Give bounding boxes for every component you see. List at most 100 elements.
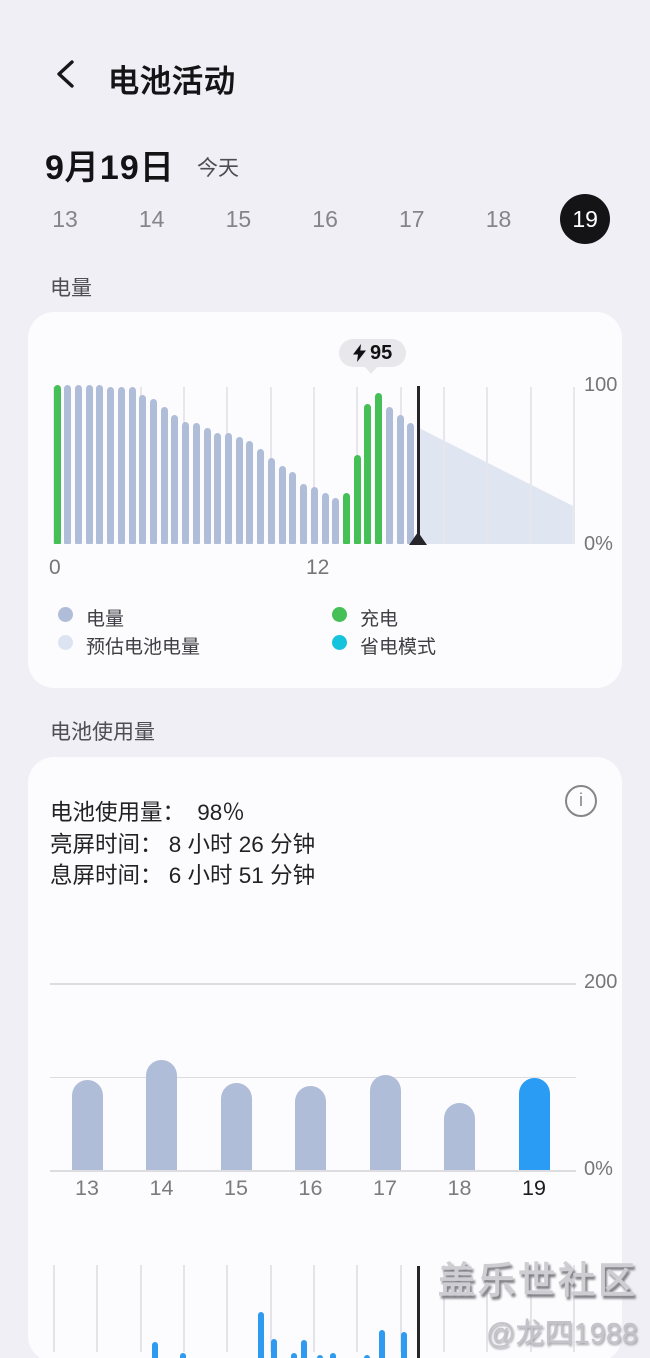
stat-screen-off-label: 息屏时间： <box>50 863 163 888</box>
battery-bar <box>96 385 104 544</box>
battery-bar-charging <box>353 454 361 544</box>
hourly-usage-bar <box>401 1332 408 1358</box>
battery-bar <box>246 440 254 544</box>
chart3-gridline <box>226 1265 229 1352</box>
chart2-gridline-200 <box>50 983 576 985</box>
back-button[interactable] <box>50 56 90 96</box>
hourly-usage-bar <box>151 1342 158 1358</box>
hourly-usage-bar <box>180 1353 187 1358</box>
battery-bar <box>85 385 93 544</box>
chart2-gridline-0 <box>50 1170 576 1172</box>
chart1-gridline <box>572 387 575 544</box>
stat-screen-on-label: 亮屏时间： <box>50 832 163 857</box>
hourly-usage-bar <box>258 1312 265 1358</box>
battery-bar <box>74 385 82 544</box>
hourly-usage-bar <box>316 1355 323 1358</box>
legend-label-power-saving: 省电模式 <box>360 637 437 658</box>
battery-bar <box>149 399 157 544</box>
weekly-usage-bar-16 <box>295 1085 326 1170</box>
day-selector-item-18[interactable]: 18 <box>485 206 512 232</box>
battery-tooltip: 95 <box>339 339 407 367</box>
date-today-badge: 今天 <box>197 157 239 180</box>
chart1-gridline <box>442 387 445 544</box>
battery-bar <box>182 421 190 544</box>
stat-screen-on-value: 8 小时 26 分钟 <box>168 832 316 857</box>
chart3-gridline <box>529 1265 532 1352</box>
tooltip-tail <box>364 366 378 374</box>
battery-bar <box>396 415 404 544</box>
battery-bar <box>257 448 265 544</box>
battery-bar <box>117 386 125 544</box>
chart3-gridline <box>269 1265 272 1352</box>
chart1-xtick-12: 12 <box>306 556 330 579</box>
stat-usage-percent-label: 电池使用量： <box>50 800 186 825</box>
hourly-usage-bar <box>364 1355 371 1358</box>
battery-bar <box>107 386 115 544</box>
chart3-gridline <box>53 1265 55 1352</box>
stat-screen-off-value: 6 小时 51 分钟 <box>168 863 316 888</box>
chart1-xtick-0: 0 <box>49 556 61 579</box>
legend-label-estimated-level: 预估电池电量 <box>86 637 201 658</box>
battery-bar <box>225 432 233 544</box>
date-label: 9月19日 <box>45 149 175 187</box>
chevron-left-icon <box>57 60 74 88</box>
chart1-ymax-label: 100 <box>584 374 618 396</box>
tooltip-value: 95 <box>370 341 393 364</box>
chart2-day-label-14: 14 <box>149 1176 174 1200</box>
day-selector-item-14[interactable]: 14 <box>138 206 165 232</box>
chart2-day-label-19: 19 <box>522 1176 546 1200</box>
chart1-gridline <box>486 387 489 544</box>
day-selector-item-19[interactable]: 19 <box>560 194 611 244</box>
hourly-usage-bar <box>329 1353 336 1358</box>
chart3-gridline <box>356 1265 359 1352</box>
chart3-gridline <box>572 1265 575 1352</box>
battery-bar <box>321 493 329 544</box>
day-selector-item-15[interactable]: 15 <box>225 206 252 232</box>
day-selector-item-17[interactable]: 17 <box>399 206 425 232</box>
weekly-usage-bar-17 <box>369 1074 401 1170</box>
weekly-usage-bar-18 <box>444 1102 475 1170</box>
chart3-gridline <box>399 1265 402 1352</box>
section-label-battery-level: 电量 <box>50 277 92 300</box>
hourly-usage-bar <box>271 1339 278 1358</box>
chart3-gridline <box>182 1265 185 1352</box>
stat-screen-on-time: 亮屏时间： 8 小时 26 分钟 <box>50 827 315 859</box>
battery-bar <box>160 407 168 544</box>
battery-bar-charging <box>375 392 383 544</box>
info-icon[interactable]: i <box>565 785 597 817</box>
battery-bar <box>192 423 200 544</box>
day-selector-item-16[interactable]: 16 <box>312 206 338 232</box>
legend-label-charging: 充电 <box>360 609 399 630</box>
estimated-battery-area <box>419 427 574 544</box>
legend-dot-battery-level <box>58 607 73 622</box>
battery-bar <box>128 386 136 544</box>
legend-dot-estimated-level <box>58 635 73 650</box>
day-selector-item-13[interactable]: 13 <box>52 206 78 232</box>
weekly-usage-bar-19 <box>518 1078 550 1170</box>
battery-bar <box>171 415 179 544</box>
battery-bar <box>203 427 211 544</box>
chart2-gridline-100 <box>50 1076 576 1078</box>
chart3-gridline <box>96 1265 99 1352</box>
chart1-gridline <box>312 387 315 544</box>
weekly-usage-bar-15 <box>220 1083 252 1170</box>
battery-bar <box>300 483 308 544</box>
battery-bar <box>310 486 318 544</box>
watermark-username: @龙四1988 <box>486 1318 638 1350</box>
day-selector: 13 14 15 16 17 18 19 <box>0 194 650 244</box>
battery-bar <box>267 458 275 544</box>
chart3-gridline <box>312 1265 315 1352</box>
chart3-current-time-line <box>417 1266 420 1358</box>
hourly-usage-bar <box>379 1330 386 1358</box>
battery-bar <box>278 466 286 544</box>
legend-dot-power-saving <box>332 635 347 650</box>
stat-usage-percent-value: 98％ <box>197 800 245 825</box>
battery-usage-card <box>28 757 622 1358</box>
battery-bar <box>139 394 147 544</box>
watermark-community-name: 盖乐世社区 <box>438 1260 638 1301</box>
current-time-line <box>417 386 420 542</box>
section-label-battery-usage: 电池使用量 <box>50 721 155 744</box>
chart2-ymin-label: 0% <box>584 1158 613 1180</box>
battery-bar <box>235 437 243 544</box>
